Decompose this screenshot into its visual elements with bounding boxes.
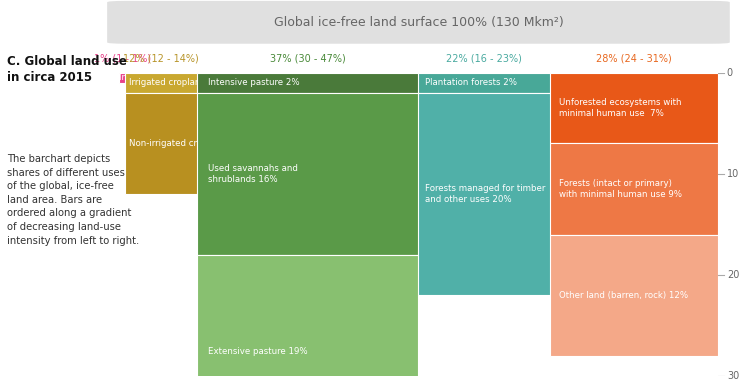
Bar xyxy=(550,144,718,235)
Text: 30: 30 xyxy=(727,371,739,381)
Text: Plantation forests 2%: Plantation forests 2% xyxy=(425,78,517,87)
FancyBboxPatch shape xyxy=(107,1,730,44)
Text: The barchart depicts
shares of different uses
of the global, ice-free
land area.: The barchart depicts shares of different… xyxy=(7,154,139,246)
Text: 37% (30 - 47%): 37% (30 - 47%) xyxy=(270,54,345,64)
Bar xyxy=(418,73,550,93)
Bar xyxy=(125,73,197,93)
Text: C. Global land use
in circa 2015: C. Global land use in circa 2015 xyxy=(7,55,127,83)
Text: Intensive pasture 2%: Intensive pasture 2% xyxy=(208,78,299,87)
Bar xyxy=(197,93,418,255)
Bar xyxy=(125,93,197,194)
Text: Irrigated cropland 2%: Irrigated cropland 2% xyxy=(129,78,222,87)
Text: Used savannahs and
shrublands 16%: Used savannahs and shrublands 16% xyxy=(208,164,298,184)
Bar xyxy=(550,73,718,144)
Text: 0: 0 xyxy=(727,68,733,78)
Text: Global ice-free land surface 100% (130 Mkm²): Global ice-free land surface 100% (130 M… xyxy=(274,16,563,29)
Text: Unforested ecosystems with
minimal human use  7%: Unforested ecosystems with minimal human… xyxy=(559,98,681,118)
Text: 22% (16 - 23%): 22% (16 - 23%) xyxy=(446,54,523,64)
Bar xyxy=(418,93,550,295)
Text: 1% (1 - 1%): 1% (1 - 1%) xyxy=(93,54,151,64)
Text: Infrastructure 1%: Infrastructure 1% xyxy=(119,73,195,82)
Text: Extensive pasture 19%: Extensive pasture 19% xyxy=(208,346,308,355)
Text: Other land (barren, rock) 12%: Other land (barren, rock) 12% xyxy=(559,291,688,300)
Text: 28% (24 - 31%): 28% (24 - 31%) xyxy=(596,54,672,64)
Bar xyxy=(550,235,718,356)
Text: 20: 20 xyxy=(727,270,739,280)
Text: Forests (intact or primary)
with minimal human use 9%: Forests (intact or primary) with minimal… xyxy=(559,179,682,199)
Bar xyxy=(197,255,418,388)
Text: 10: 10 xyxy=(727,169,739,179)
Bar xyxy=(197,73,418,93)
Text: Non-irrigated cropland 10%: Non-irrigated cropland 10% xyxy=(129,139,248,148)
Text: 12% (12 - 14%): 12% (12 - 14%) xyxy=(123,54,199,64)
Text: Forests managed for timber
and other uses 20%: Forests managed for timber and other use… xyxy=(425,184,545,204)
Bar xyxy=(119,73,125,83)
